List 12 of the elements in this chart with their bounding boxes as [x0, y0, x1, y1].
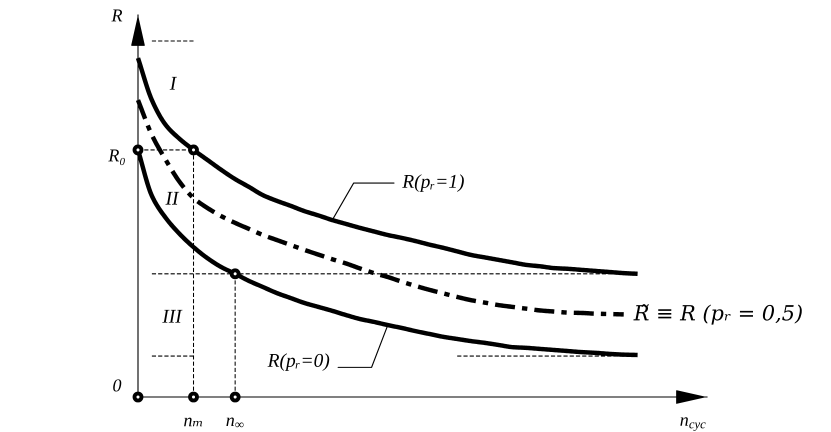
series-label: R̃ ≡ R (pᵣ = 0,5) — [633, 304, 802, 325]
text: 0 — [113, 379, 122, 392]
annotation: I — [170, 76, 177, 90]
y-axis-title: R — [111, 10, 122, 22]
x-axis-title: n$_{cyc}$ — [680, 417, 706, 432]
x-tick-label: nₘ — [184, 418, 202, 426]
annotation: III — [162, 310, 182, 323]
text: R(pᵣ=1) — [402, 174, 464, 192]
text: R₀ — [108, 150, 125, 166]
x-tick-label: n$_{∞}$ — [226, 418, 244, 428]
annotation: II — [165, 192, 180, 205]
text: R(pᵣ=0) — [268, 353, 330, 371]
